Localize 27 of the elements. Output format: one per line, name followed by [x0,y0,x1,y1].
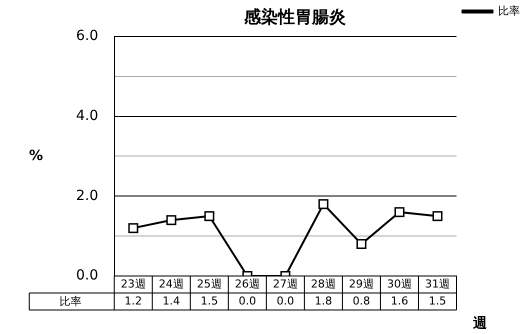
data-label: 1.5 [428,294,446,308]
x-tick-label: 23週 [120,277,146,290]
data-label: 0.0 [276,294,294,308]
data-label: 1.6 [390,294,408,308]
x-tick-label: 31週 [424,277,450,290]
x-axis-title: 週 [472,316,488,332]
chart-title: 感染性胃腸炎 [243,8,346,28]
x-tick-label: 28週 [310,277,336,290]
data-label: 1.4 [162,294,180,308]
text: 比率 [59,295,82,308]
legend-label: 比率 [498,4,520,18]
data-label: 1.2 [124,294,142,308]
data-label: 1.8 [314,294,332,308]
x-tick-label: 27週 [272,277,298,290]
x-tick-label: 29週 [348,277,374,290]
x-tick-label: 30週 [386,277,412,290]
y-tick-label: 4.0 [76,108,98,124]
data-label: 0.8 [352,294,370,308]
x-tick-label: 25週 [196,277,222,290]
x-tick-label: 24週 [158,277,184,290]
y-axis-title: % [28,148,44,164]
y-tick-label: 6.0 [76,28,98,44]
y-tick-label: 2.0 [76,188,98,204]
data-label: 0.0 [238,294,256,308]
x-tick-label: 26週 [234,277,260,290]
y-tick-label: 0.0 [76,268,98,284]
data-label: 1.5 [200,294,218,308]
